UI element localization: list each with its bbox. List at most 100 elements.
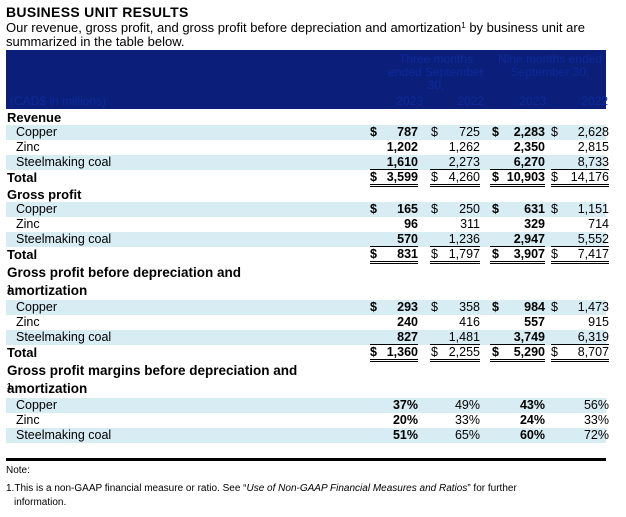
currency-symbol: $ [551,345,558,359]
header-nine-months: Nine months ended September 30, [497,52,603,79]
intro-text: Our revenue, gross profit, and gross pro… [6,21,616,49]
underline [490,169,545,170]
currency-symbol: $ [492,170,499,184]
cell-value: 250 [459,202,480,216]
cell-value: 1,481 [448,330,480,344]
results-table: Revenue Copper $ 787 $ 725 $ 2,283 $ 2,6… [6,110,609,443]
currency-symbol: $ [551,170,558,184]
cell-value: 51% [392,428,418,442]
footnote-text: ” for further [467,483,517,494]
cell-value: 5,552 [577,232,609,246]
footnote-reference: Use of Non-GAAP Financial Measures and R… [246,483,468,494]
cell-value: 2,628 [577,125,609,139]
double-underline [551,359,609,362]
cell-value: 3,907 [513,247,545,261]
year-col-1: 2023 [396,94,423,108]
year-col-2: 2022 [457,94,484,108]
currency-symbol: $ [492,247,499,261]
cell-value: 311 [460,217,480,231]
double-underline [430,261,480,264]
cell-value: 725 [459,125,480,139]
total-row: Total $ 3,599 $ 4,260 $ 10,903 $ 14,176 [6,170,609,187]
row-label: Steelmaking coal [16,330,112,344]
cell-value: 1,610 [386,155,418,169]
cell-value: 915 [588,315,609,329]
section-header-margins: Gross profit margins before depreciation… [6,362,606,380]
section-label: Revenue [7,110,62,125]
header-three-months: Three months ended September 30, [388,52,484,92]
cell-value: 6,270 [513,155,545,169]
double-underline [370,184,418,187]
underline [430,169,480,170]
cell-value: 37% [392,398,418,412]
cell-value: 1,236 [448,232,480,246]
cell-value: 1,473 [577,300,609,314]
row-label: Zinc [16,217,40,231]
cell-value: 2,947 [513,232,545,246]
section-header-gp-before-da: Gross profit before depreciation and [6,264,606,282]
table-row: Copper $ 165 $ 250 $ 631 $ 1,151 [6,202,609,217]
cell-value: 43% [519,398,545,412]
currency-symbol: $ [431,170,438,184]
cell-value: 2,273 [448,155,480,169]
row-label: Copper [16,398,57,412]
cell-value: 1,360 [386,345,418,359]
row-label: Copper [16,125,57,139]
cell-value: 827 [397,330,418,344]
row-label: Zinc [16,413,40,427]
cell-value: 96 [404,217,418,231]
section-label-text: amortization [7,381,88,396]
currency-symbol: $ [431,125,438,139]
cell-value: 2,283 [513,125,545,139]
table-row: Steelmaking coal 51% 65% 60% 72% [6,428,609,443]
intro-tail: by business unit are summarized in the t… [6,20,585,49]
currency-symbol: $ [551,300,558,314]
currency-symbol: $ [431,247,438,261]
cell-value: 8,707 [577,345,609,359]
unit-label: (CAD$ in millions) [10,94,107,108]
cell-value: 8,733 [577,155,609,169]
underline [490,246,545,247]
cell-value: 65% [454,428,480,442]
row-label: Zinc [16,315,40,329]
table-row: Steelmaking coal 827 1,481 3,749 6,319 [6,330,609,345]
cell-value: 2,815 [577,140,609,154]
cell-value: 557 [524,315,545,329]
section-label: Gross profit margins before depreciation… [7,363,298,378]
underline [430,344,480,345]
underline [370,169,418,170]
footnote-text: 1.This is a non-GAAP financial measure o… [6,483,247,494]
currency-symbol: $ [370,125,377,139]
currency-symbol: $ [492,300,499,314]
currency-symbol: $ [551,247,558,261]
year-col-3: 2023 [519,94,546,108]
cell-value: 1,151 [577,202,609,216]
cell-value: 5,290 [513,345,545,359]
underline [551,344,609,345]
currency-symbol: $ [370,202,377,216]
cell-value: 1,262 [448,140,480,154]
cell-value: 33% [583,413,609,427]
cell-value: 10,903 [506,170,545,184]
double-underline [490,261,545,264]
currency-symbol: $ [431,300,438,314]
cell-value: 6,319 [577,330,609,344]
section-label: amortization 1 [7,380,87,398]
underline [370,246,418,247]
cell-value: 358 [459,300,480,314]
row-label: Steelmaking coal [16,232,112,246]
total-label: Total [7,345,38,360]
table-row: Steelmaking coal 570 1,236 2,947 5,552 [6,232,609,247]
double-underline [370,261,418,264]
table-row: Zinc 20% 33% 24% 33% [6,413,609,428]
cell-value: 1,202 [386,140,418,154]
total-row: Total $ 831 $ 1,797 $ 3,907 $ 7,417 [6,247,609,264]
cell-value: 1,797 [448,247,480,261]
footnote-marker: 1 [7,382,12,391]
section-title: BUSINESS UNIT RESULTS [6,4,189,20]
row-label: Steelmaking coal [16,155,112,169]
currency-symbol: $ [370,345,377,359]
cell-value: 33% [454,413,480,427]
currency-symbol: $ [431,345,438,359]
table-row: Zinc 240 416 557 915 [6,315,609,330]
